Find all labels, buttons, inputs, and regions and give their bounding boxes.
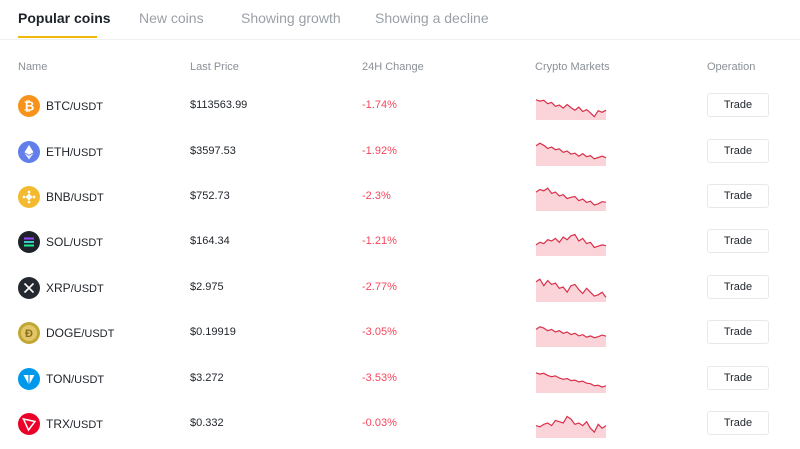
quote-currency: /USDT — [70, 283, 104, 295]
last-price: $2.975 — [190, 281, 224, 293]
sol-icon — [18, 231, 40, 253]
svg-text:₿: ₿ — [24, 99, 35, 114]
sparkline-chart — [535, 278, 607, 302]
table-row: TON/USDT $3.272 -3.53% Trade — [0, 357, 800, 402]
coin-symbol: ETH — [46, 145, 70, 159]
sparkline-line — [535, 415, 607, 434]
quote-currency: /USDT — [70, 192, 104, 204]
coin-symbol: TON — [46, 372, 72, 386]
tab-popular-coins[interactable]: Popular coins — [18, 10, 111, 26]
trade-button[interactable]: Trade — [707, 229, 769, 253]
last-price: $113563.99 — [190, 99, 248, 111]
trade-button[interactable]: Trade — [707, 139, 769, 163]
sparkline-chart — [535, 233, 607, 256]
last-price: $164.34 — [190, 235, 230, 247]
table-row: SOL/USDT $164.34 -1.21% Trade — [0, 220, 800, 265]
table-row: ETH/USDT $3597.53 -1.92% Trade — [0, 130, 800, 175]
quote-currency: /USDT — [71, 374, 105, 386]
sparkline-chart — [535, 187, 607, 211]
quote-currency: /USDT — [70, 419, 103, 431]
quote-currency: /USDT — [81, 328, 115, 340]
change-24h: -2.3% — [362, 190, 391, 202]
change-24h: -3.05% — [362, 326, 397, 338]
change-24h: -1.21% — [362, 235, 397, 247]
trade-button[interactable]: Trade — [707, 320, 769, 344]
sparkline-area — [536, 326, 606, 347]
coin-pair[interactable]: BTC/USDT — [46, 99, 103, 113]
sparkline-line — [535, 142, 607, 160]
coin-pair[interactable]: SOL/USDT — [46, 235, 103, 249]
sparkline-chart — [535, 326, 607, 347]
coin-symbol: BNB — [46, 190, 71, 204]
tab-showing-growth[interactable]: Showing growth — [241, 10, 341, 26]
sparkline-line — [535, 99, 607, 118]
sparkline-chart — [535, 142, 607, 166]
sparkline-area — [536, 234, 606, 256]
trade-button[interactable]: Trade — [707, 366, 769, 390]
trade-button[interactable]: Trade — [707, 275, 769, 299]
trade-button[interactable]: Trade — [707, 93, 769, 117]
bnb-icon — [18, 186, 40, 208]
btc-icon: ₿ — [18, 95, 40, 117]
coin-symbol: BTC — [46, 99, 70, 113]
coin-pair[interactable]: TON/USDT — [46, 372, 104, 386]
svg-text:Ð: Ð — [25, 328, 33, 340]
quote-currency: /USDT — [70, 101, 103, 113]
trade-button[interactable]: Trade — [707, 411, 769, 435]
coin-pair[interactable]: TRX/USDT — [46, 417, 103, 431]
xrp-icon — [18, 277, 40, 299]
change-24h: -0.03% — [362, 417, 397, 429]
sparkline-line — [535, 233, 607, 249]
quote-currency: /USDT — [70, 237, 104, 249]
last-price: $752.73 — [190, 190, 230, 202]
column-header-crypto-markets: Crypto Markets — [535, 61, 610, 73]
change-24h: -2.77% — [362, 281, 397, 293]
last-price: $0.332 — [190, 417, 224, 429]
sparkline-line — [535, 372, 607, 388]
column-header-operation: Operation — [707, 61, 756, 73]
table-row: XRP/USDT $2.975 -2.77% Trade — [0, 266, 800, 311]
quote-currency: /USDT — [70, 147, 103, 159]
sparkline-area — [536, 416, 606, 438]
sparkline-area — [536, 372, 606, 393]
sparkline-chart — [535, 372, 607, 393]
last-price: $0.19919 — [190, 326, 236, 338]
active-tab-indicator — [18, 36, 97, 38]
sparkline-chart — [535, 99, 607, 120]
sparkline-line — [535, 326, 607, 339]
change-24h: -1.92% — [362, 145, 397, 157]
eth-icon — [18, 141, 40, 163]
change-24h: -1.74% — [362, 99, 397, 111]
tab-showing-decline[interactable]: Showing a decline — [375, 10, 489, 26]
coin-symbol: XRP — [46, 281, 71, 295]
sparkline-area — [536, 279, 606, 302]
sparkline-area — [536, 188, 606, 211]
coin-pair[interactable]: BNB/USDT — [46, 190, 104, 204]
column-header-name: Name — [18, 61, 48, 73]
table-row: ₿ BTC/USDT $113563.99 -1.74% Trade — [0, 84, 800, 129]
ton-icon — [18, 368, 40, 390]
trx-icon — [18, 413, 40, 435]
column-header-24h-change: 24H Change — [362, 61, 424, 73]
coin-pair[interactable]: DOGE/USDT — [46, 326, 114, 340]
table-row: BNB/USDT $752.73 -2.3% Trade — [0, 175, 800, 220]
sparkline-line — [535, 278, 607, 298]
coin-pair[interactable]: XRP/USDT — [46, 281, 104, 295]
doge-icon: Ð — [18, 322, 40, 344]
change-24h: -3.53% — [362, 372, 397, 384]
coin-symbol: TRX — [46, 417, 70, 431]
last-price: $3597.53 — [190, 145, 236, 157]
sparkline-line — [535, 187, 607, 206]
tab-new-coins[interactable]: New coins — [139, 10, 204, 26]
coin-symbol: SOL — [46, 235, 71, 249]
coin-pair[interactable]: ETH/USDT — [46, 145, 103, 159]
last-price: $3.272 — [190, 372, 224, 384]
column-header-last-price: Last Price — [190, 61, 239, 73]
sparkline-chart — [535, 415, 607, 438]
trade-button[interactable]: Trade — [707, 184, 769, 208]
table-row: TRX/USDT $0.332 -0.03% Trade — [0, 402, 800, 447]
table-row: Ð DOGE/USDT $0.19919 -3.05% Trade — [0, 311, 800, 356]
coin-symbol: DOGE — [46, 326, 82, 340]
market-tabs: Popular coins New coins Showing growth S… — [0, 0, 800, 40]
